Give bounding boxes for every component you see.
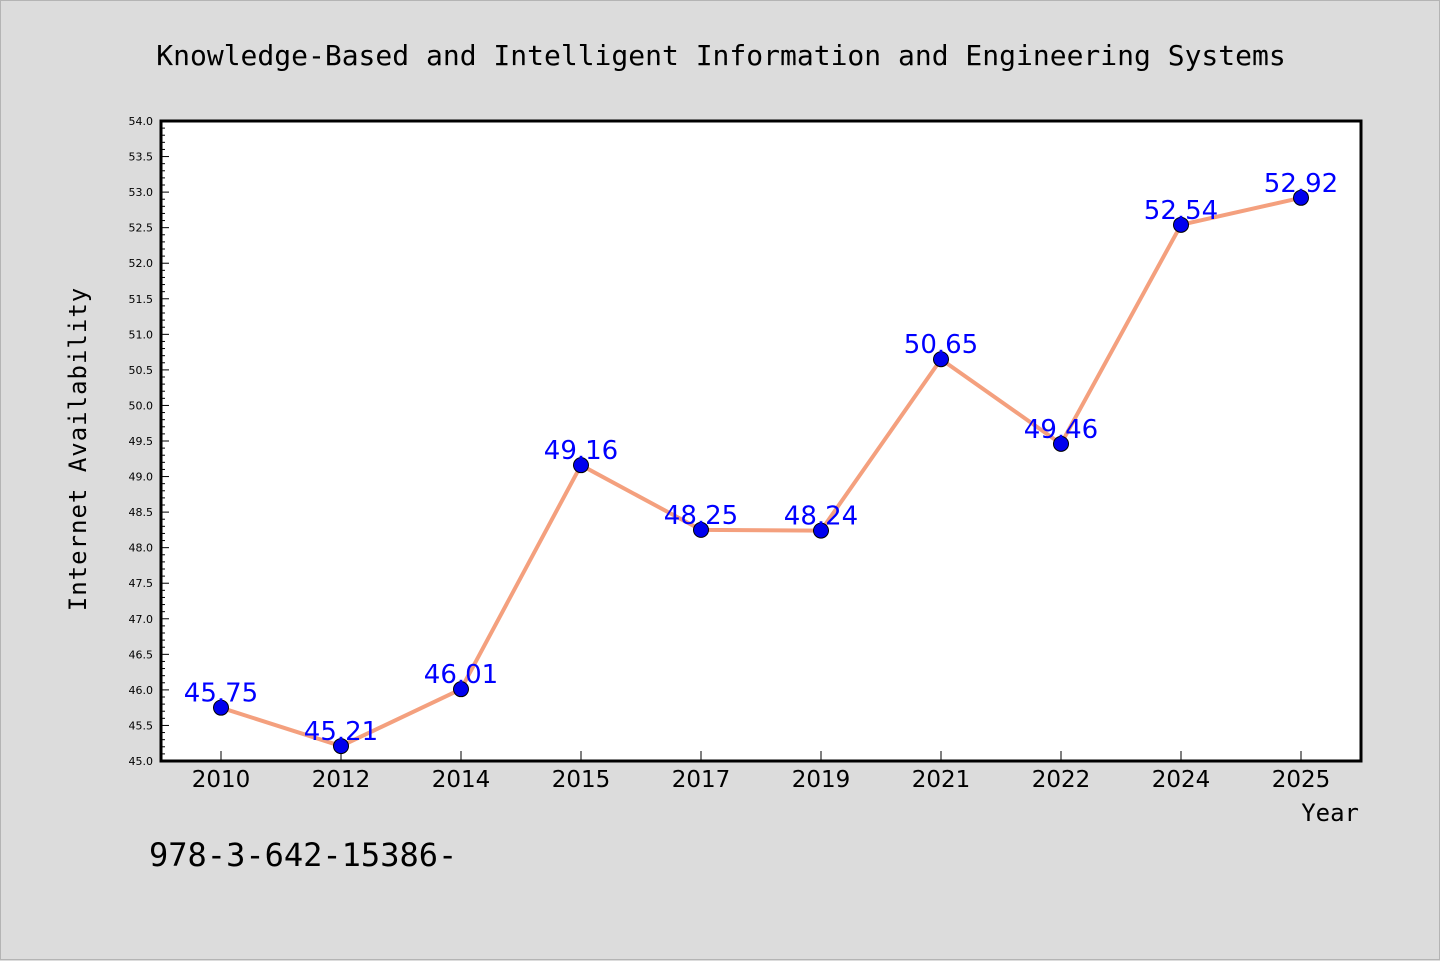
data-point [813,522,829,539]
x-tick-label: 2019 [792,767,851,793]
data-label: 48.24 [784,502,858,532]
data-point [453,681,469,698]
y-tick-label: 46.0 [129,684,154,697]
y-axis: 45.0 45.5 46.0 46.5 47.0 47.5 48.0 48.5 49.0 49.5… [129,115,169,768]
data-label: 49.16 [544,436,618,466]
data-label: 50.65 [904,330,978,360]
y-tick-label: 46.5 [129,648,154,661]
y-tick-label: 48.5 [129,506,154,519]
y-tick-label: 49.5 [129,435,154,448]
data-label: 46.01 [424,660,498,690]
x-axis: 2010 2012 2014 2015 2017 2019 2021 2022 2024 2025 [192,751,1331,793]
chart-title: Knowledge-Based and Intelligent Informat… [156,39,1285,72]
data-label: 52.92 [1264,169,1338,199]
plot-area [159,119,1363,763]
data-point [1173,216,1189,233]
data-series [213,189,1309,755]
y-tick-label: 52.5 [129,222,154,235]
y-axis-label: Internet Availability [64,287,92,611]
y-tick-label: 48.0 [129,542,154,555]
data-point [1293,189,1309,206]
y-tick-label: 52.0 [129,257,154,270]
data-point [693,521,709,538]
y-tick-label: 54.0 [129,115,154,128]
x-tick-label: 2014 [432,767,491,793]
x-axis-label: Year [1301,799,1359,827]
data-point [333,738,349,755]
y-tick-label: 47.5 [129,577,154,590]
x-tick-label: 2017 [672,767,731,793]
y-tick-label: 51.0 [129,328,154,341]
x-tick-label: 2010 [192,767,251,793]
y-tick-label: 51.5 [129,293,154,306]
data-labels: 45.75 45.21 46.01 49.16 48.25 48.24 50.65 49.46… [184,169,1338,747]
x-tick-label: 2022 [1032,767,1091,793]
footer-text: 978-3-642-15386- [149,836,457,874]
data-point [933,351,949,368]
y-tick-label: 49.0 [129,471,154,484]
data-label: 52.54 [1144,196,1218,226]
data-point [1053,435,1069,452]
y-tick-label: 53.0 [129,186,154,199]
data-label: 49.46 [1024,415,1098,445]
x-tick-label: 2025 [1272,767,1331,793]
data-label: 48.25 [664,501,738,531]
y-tick-label: 53.5 [129,151,154,164]
y-tick-label: 50.5 [129,364,154,377]
y-tick-label: 45.0 [129,755,154,768]
y-tick-label: 47.0 [129,613,154,626]
data-point [213,699,229,716]
y-tick-label: 50.0 [129,399,154,412]
x-tick-label: 2024 [1152,767,1211,793]
data-label: 45.21 [304,717,378,747]
x-tick-label: 2012 [312,767,371,793]
series-line [219,195,1303,749]
x-tick-label: 2015 [552,767,611,793]
x-tick-label: 2021 [912,767,971,793]
data-point [573,457,589,474]
y-tick-label: 45.5 [129,719,154,732]
data-label: 45.75 [184,679,258,709]
